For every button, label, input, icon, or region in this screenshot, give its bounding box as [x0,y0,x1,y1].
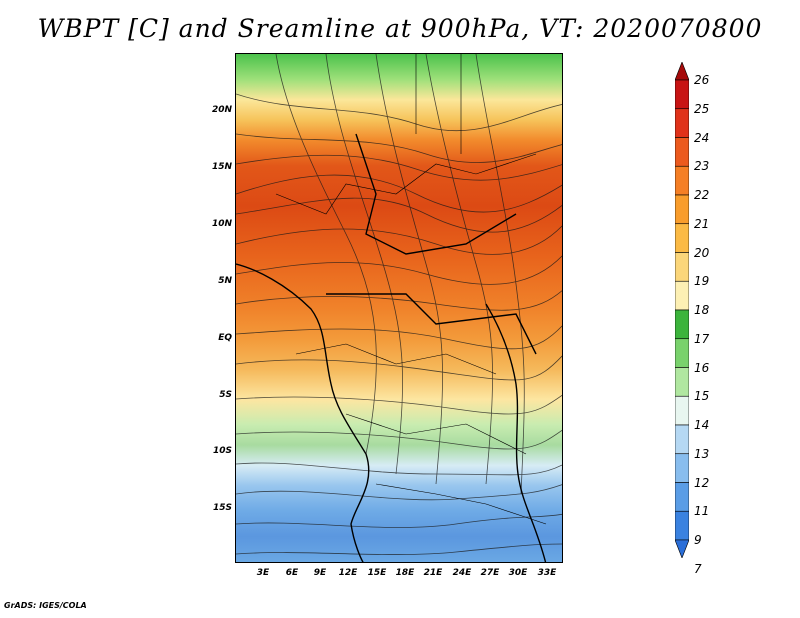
colorbar-swatch [675,108,689,138]
lat-label: 10N [211,219,232,229]
lon-label: 27E [480,568,500,578]
colorbar [675,62,689,558]
lon-label: 3E [256,568,270,578]
colorbar-label: 12 [694,475,710,490]
lat-label: 15S [212,503,232,513]
colorbar-label: 11 [694,504,710,519]
lon-label: 33E [537,568,557,578]
colorbar-swatch [675,424,689,455]
coastline-borders [236,133,547,562]
lon-label: 24E [452,568,472,578]
lat-label: EQ [218,333,232,343]
colorbar-swatch [675,539,689,558]
lon-label: 30E [508,568,528,578]
colorbar-swatch [675,309,689,340]
lat-label: 20N [211,105,232,115]
colorbar-label: 24 [694,130,710,145]
colorbar-swatch [675,194,689,225]
lat-label: 10S [212,446,232,456]
lon-label: 18E [395,568,415,578]
colorbar-swatch [675,137,689,167]
colorbar-swatch [675,252,689,282]
footer-credit: GrADS: IGES/COLA [4,601,87,610]
country-borders [275,54,547,525]
colorbar-label: 20 [694,245,710,260]
lat-label: 15N [211,162,232,172]
colorbar-swatch [675,280,689,311]
lon-label: 15E [367,568,387,578]
colorbar-label: 22 [694,188,710,202]
colorbar-label: 16 [694,360,710,375]
colorbar-label: 15 [694,389,710,404]
colorbar-swatch [675,510,689,541]
colorbar-label: 9 [694,533,702,547]
lon-label: 9E [313,568,327,578]
map-panel [235,53,563,563]
colorbar-swatch [675,338,689,368]
colorbar-swatch [675,453,689,483]
colorbar-label: 26 [694,73,710,87]
colorbar-swatch [675,482,689,512]
colorbar-label: 25 [694,101,710,116]
colorbar-swatch [675,165,689,196]
colorbar-swatch [675,223,689,253]
colorbar-label: 17 [694,331,710,346]
map-title: WBPT [C] and Sreamline at 900hPa, VT: 20… [37,14,763,43]
colorbar-label: 13 [694,446,710,461]
streamlines [236,54,562,555]
lat-label: 5S [219,390,232,400]
colorbar-swatch [675,367,689,397]
lat-label: 5N [218,276,232,286]
colorbar-label: 7 [694,561,702,576]
colorbar-swatch [675,79,689,110]
colorbar-label: 23 [694,159,710,174]
colorbar-label: 19 [694,274,710,289]
streamlines-overlay [236,54,562,562]
colorbar-label: 18 [694,303,710,317]
lon-label: 21E [423,568,443,578]
lon-label: 6E [285,568,299,578]
colorbar-swatch [675,62,689,81]
lon-label: 12E [338,568,358,578]
colorbar-label: 21 [694,216,710,231]
colorbar-label: 14 [694,418,710,432]
colorbar-swatch [675,395,689,426]
